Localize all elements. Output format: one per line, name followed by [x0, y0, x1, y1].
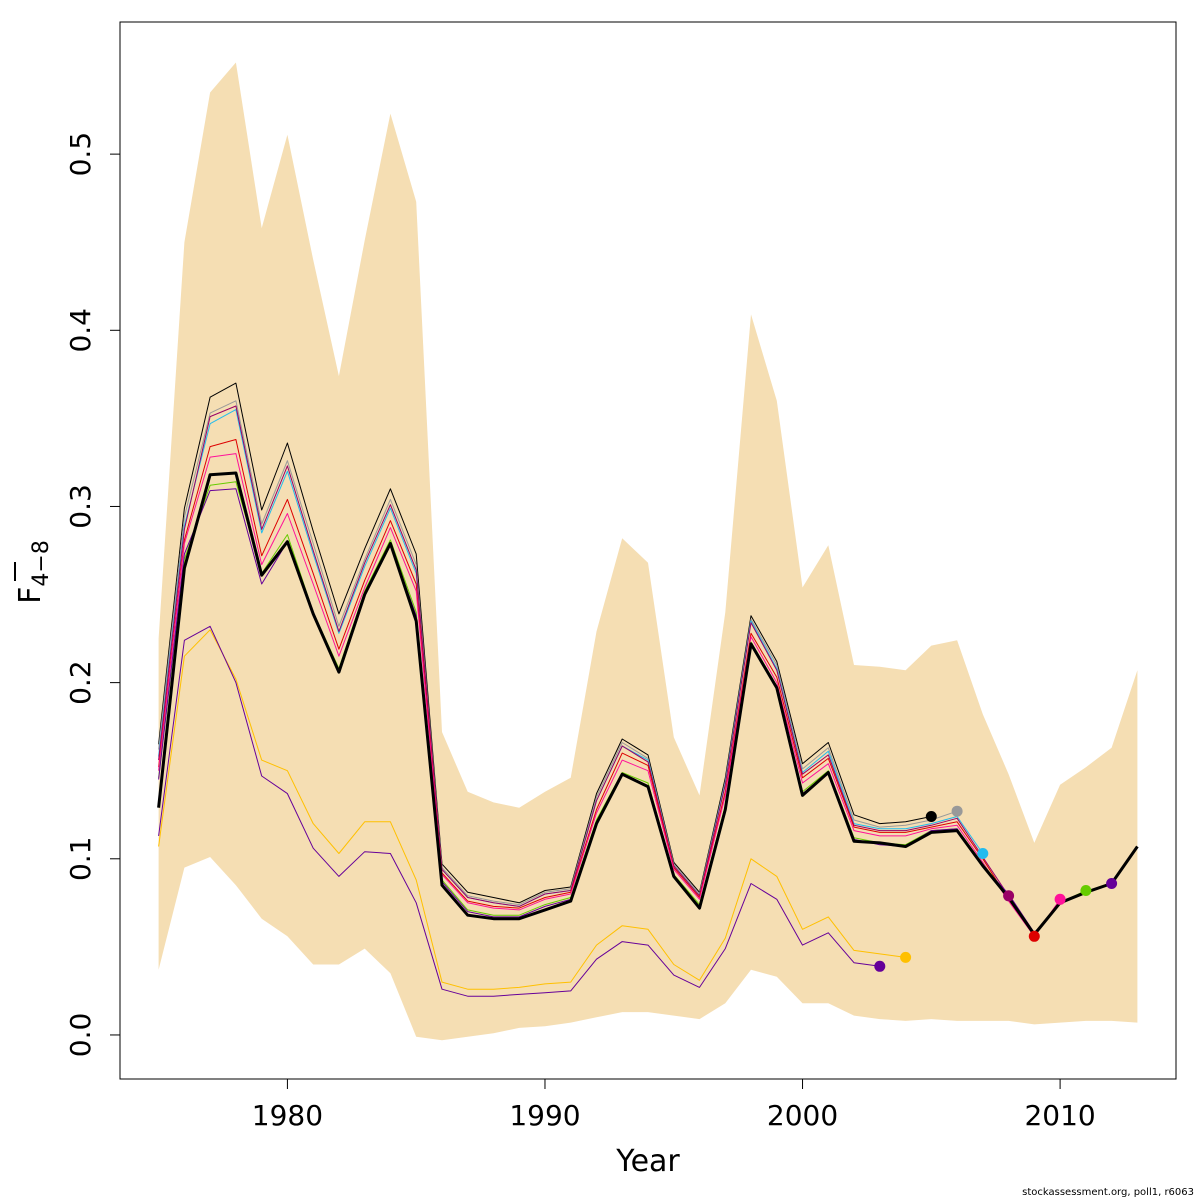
confidence-band — [158, 62, 1138, 1041]
y-axis-title-main: F — [13, 587, 48, 604]
series-end-point-3 — [977, 848, 989, 859]
series-end-point-5 — [1028, 930, 1040, 942]
endpoint-dot-layer — [874, 805, 1118, 972]
series-line-1 — [158, 382, 932, 904]
y-tick-label: 0.5 — [64, 132, 97, 177]
series-line-9 — [158, 629, 906, 990]
y-tick-label: 0.2 — [64, 660, 97, 705]
credit-note: stockassessment.org, poll1, r6063 — [1022, 1187, 1194, 1198]
x-tick-label: 2000 — [767, 1099, 838, 1132]
series-end-point-6 — [1054, 893, 1066, 905]
y-tick-label: 0.1 — [64, 837, 97, 882]
series-line-6 — [158, 453, 1061, 937]
y-axis-title: F4−8 — [13, 540, 54, 604]
x-tick-label: 1990 — [509, 1099, 580, 1132]
x-axis-title: Year — [615, 1144, 680, 1179]
series-line-11 — [157, 471, 1139, 936]
x-tick-label: 1980 — [252, 1099, 323, 1132]
series-line-4 — [158, 405, 1010, 907]
y-axis-title-subscript: 4−8 — [29, 540, 54, 586]
x-tick-label: 2010 — [1024, 1099, 1095, 1132]
series-layer — [157, 382, 1139, 997]
svg-text:F4−8: F4−8 — [13, 540, 54, 604]
y-tick-label: 0.4 — [64, 308, 97, 353]
series-end-point-10 — [874, 960, 886, 972]
series-line-5 — [158, 439, 1035, 937]
series-end-point-8 — [1106, 878, 1118, 889]
series-end-point-1 — [925, 811, 937, 822]
y-tick-label: 0.0 — [64, 1013, 97, 1058]
plot-frame — [119, 21, 1177, 1080]
series-line-10 — [158, 625, 880, 997]
y-axis: 0.0 0.1 0.2 0.3 0.4 0.5 — [64, 132, 120, 1057]
series-end-point-2 — [951, 805, 963, 817]
series-end-point-4 — [1003, 890, 1015, 902]
series-end-point-7 — [1080, 885, 1092, 896]
y-tick-label: 0.3 — [64, 484, 97, 529]
x-axis: 1980 1990 2000 2010 — [252, 1079, 1096, 1132]
series-line-2 — [158, 400, 958, 906]
confidence-band-layer — [158, 62, 1138, 1041]
series-end-point-9 — [900, 951, 912, 963]
